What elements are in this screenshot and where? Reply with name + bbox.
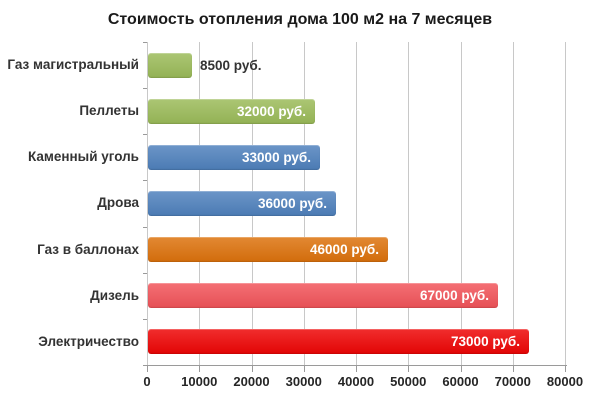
x-tick-label: 60000 (442, 374, 479, 389)
gridline (512, 42, 514, 365)
gridline (460, 42, 462, 365)
x-tick-label: 70000 (494, 374, 531, 389)
category-label: Электричество (38, 333, 139, 349)
value-label: 36000 руб. (258, 196, 327, 211)
x-axis-tick (408, 365, 410, 372)
gridline (356, 42, 357, 365)
category-label: Газ в баллонах (37, 241, 139, 257)
gridline (408, 42, 410, 365)
category-label: Каменный уголь (27, 149, 139, 165)
x-axis-tick (251, 365, 253, 372)
x-axis-tick (512, 365, 514, 372)
x-tick-label: 0 (143, 374, 151, 389)
value-label: 73000 руб. (451, 334, 520, 350)
x-axis-tick (199, 365, 201, 372)
x-tick-label: 40000 (337, 374, 375, 389)
x-tick-label: 20000 (233, 374, 270, 389)
x-axis-tick (356, 365, 357, 372)
chart-bar (148, 98, 315, 124)
x-axis-tick (303, 365, 305, 372)
value-label: 67000 руб. (420, 288, 489, 304)
x-axis-line (143, 365, 567, 366)
y-axis-tick (143, 180, 147, 182)
y-axis-tick (143, 272, 147, 274)
category-label: Газ магистральный (7, 57, 139, 72)
chart-bar (148, 329, 529, 355)
category-label: Пеллеты (79, 103, 139, 119)
chart-title: Стоимость отопления дома 100 м2 на 7 мес… (107, 11, 493, 28)
category-label: Дрова (97, 195, 139, 211)
y-axis-tick (143, 134, 147, 136)
value-label: 33000 руб. (242, 149, 311, 165)
y-axis-tick (143, 318, 147, 320)
chart-bar (148, 237, 388, 263)
y-axis-tick (143, 88, 147, 90)
x-axis-tick (460, 365, 462, 372)
gridline (147, 42, 148, 365)
category-label: Дизель (90, 287, 139, 303)
chart-bar (148, 144, 320, 170)
x-tick-label: 80000 (546, 374, 584, 389)
y-axis-tick (143, 42, 147, 43)
x-axis-tick (565, 365, 566, 372)
chart-bar (148, 283, 498, 309)
x-axis-tick (147, 365, 148, 372)
value-label: 46000 руб. (310, 242, 379, 258)
x-tick-label: 30000 (285, 374, 322, 389)
x-tick-label: 10000 (181, 374, 218, 389)
chart-bar (148, 52, 192, 78)
gridline (565, 42, 566, 365)
value-label: 8500 руб. (200, 57, 262, 73)
chart-bar (148, 191, 336, 216)
y-axis-tick (143, 365, 147, 366)
y-axis-tick (143, 226, 147, 228)
x-tick-label: 50000 (390, 374, 427, 389)
value-label: 32000 руб. (237, 103, 306, 119)
